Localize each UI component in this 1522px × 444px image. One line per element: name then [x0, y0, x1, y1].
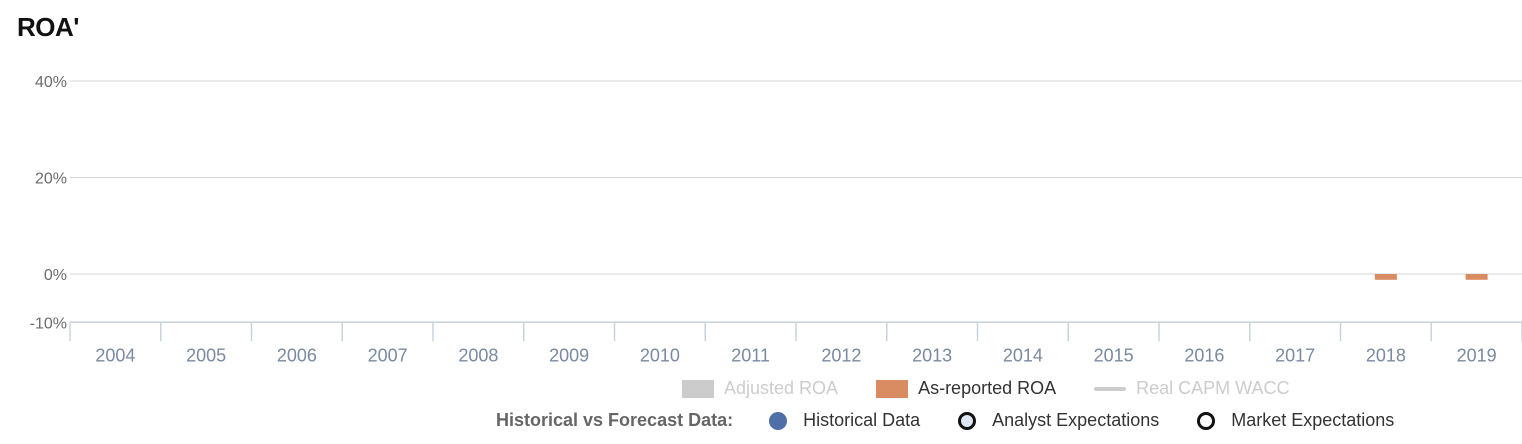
real-capm-wacc-swatch	[1094, 386, 1127, 391]
x-tick-label: 2014	[1003, 345, 1043, 365]
data-type-legend: Historical vs Forecast Data: Historical …	[496, 410, 1394, 431]
roa-chart: 40% 20% 0% -10% 2004 2005 2006 2007 2008 2009 201…	[30, 74, 1522, 365]
x-tick-label: 2016	[1184, 345, 1224, 365]
historical-vs-forecast-label: Historical vs Forecast Data:	[496, 410, 734, 430]
y-tick-label: 0%	[44, 267, 67, 284]
x-tick-label: 2008	[458, 345, 498, 365]
legend-label: Real CAPM WACC	[1136, 378, 1290, 398]
legend-adjusted-roa[interactable]: Adjusted ROA	[682, 378, 838, 399]
x-tick-label: 2012	[821, 345, 861, 365]
x-tick-label: 2009	[549, 345, 589, 365]
series-legend: Adjusted ROA As-reported ROA Real CAPM W…	[682, 378, 1327, 399]
x-tick-label: 2015	[1094, 345, 1134, 365]
analyst-expectations-dot-icon	[958, 411, 977, 430]
legend-label: Historical Data	[803, 410, 921, 430]
legend-as-reported-roa[interactable]: As-reported ROA	[876, 378, 1056, 399]
legend-label: As-reported ROA	[918, 378, 1057, 398]
bar-2019[interactable]	[1465, 274, 1488, 280]
legend-label: Adjusted ROA	[724, 378, 839, 398]
legend-historical-data[interactable]: Historical Data	[769, 410, 920, 431]
y-tick-label: 40%	[35, 74, 67, 91]
x-tick-label: 2004	[95, 345, 135, 365]
x-tick-label: 2013	[912, 345, 952, 365]
legend-market-expectations[interactable]: Market Expectations	[1197, 410, 1394, 431]
adjusted-roa-swatch	[682, 379, 714, 398]
y-tick-label: -10%	[30, 315, 67, 332]
bars	[1374, 274, 1488, 280]
x-tick-label: 2007	[368, 345, 408, 365]
x-tick-label: 2010	[640, 345, 680, 365]
as-reported-roa-swatch	[876, 379, 909, 398]
x-tick-label: 2006	[277, 345, 317, 365]
legend-analyst-expectations[interactable]: Analyst Expectations	[958, 410, 1159, 431]
historical-data-dot-icon	[769, 411, 788, 430]
grid-lines	[70, 80, 1522, 323]
x-axis: 2004 2005 2006 2007 2008 2009 2010 2011 2012 2013…	[69, 322, 1522, 365]
x-tick-label: 2018	[1366, 345, 1406, 365]
x-tick-label: 2005	[186, 345, 226, 365]
legend-label: Market Expectations	[1231, 410, 1395, 430]
chart-title: ROA'	[17, 12, 79, 42]
y-axis-ticks: 40% 20% 0% -10%	[30, 74, 67, 332]
legend-label: Analyst Expectations	[992, 410, 1160, 430]
x-tick-label: 2011	[731, 345, 770, 365]
bar-2018[interactable]	[1374, 274, 1397, 280]
x-tick-label: 2019	[1457, 345, 1497, 365]
y-tick-label: 20%	[35, 171, 67, 188]
x-tick-label: 2017	[1275, 345, 1315, 365]
legend-real-capm-wacc[interactable]: Real CAPM WACC	[1094, 378, 1289, 399]
market-expectations-dot-icon	[1197, 411, 1216, 430]
